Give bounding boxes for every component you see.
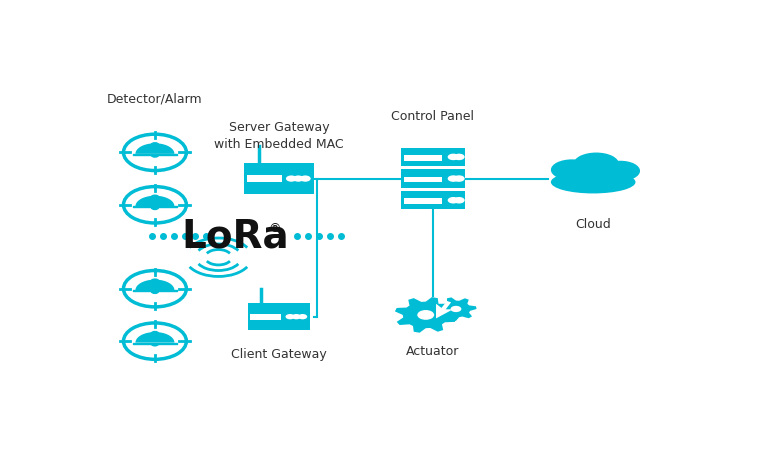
Circle shape bbox=[292, 175, 303, 182]
Ellipse shape bbox=[551, 171, 636, 193]
Text: Cloud: Cloud bbox=[576, 217, 611, 231]
Circle shape bbox=[417, 310, 434, 320]
Text: Actuator: Actuator bbox=[406, 345, 459, 358]
Text: Detector/Alarm: Detector/Alarm bbox=[107, 93, 203, 106]
Polygon shape bbox=[436, 301, 453, 318]
Text: Client Gateway: Client Gateway bbox=[231, 348, 327, 361]
Circle shape bbox=[300, 175, 310, 182]
Bar bbox=[404, 155, 442, 161]
Circle shape bbox=[453, 153, 465, 160]
Circle shape bbox=[285, 314, 295, 319]
Polygon shape bbox=[136, 143, 175, 154]
Ellipse shape bbox=[601, 161, 640, 181]
Bar bbox=[404, 177, 442, 182]
Circle shape bbox=[448, 153, 459, 160]
Bar bbox=[247, 175, 282, 182]
Circle shape bbox=[298, 314, 307, 319]
Ellipse shape bbox=[551, 159, 594, 180]
Polygon shape bbox=[436, 297, 477, 321]
Circle shape bbox=[448, 175, 459, 182]
Text: ®: ® bbox=[268, 222, 281, 235]
Circle shape bbox=[453, 175, 465, 182]
Polygon shape bbox=[395, 297, 456, 333]
Circle shape bbox=[286, 175, 297, 182]
Text: Control Panel: Control Panel bbox=[392, 110, 474, 123]
Bar bbox=[401, 169, 465, 188]
Polygon shape bbox=[136, 280, 175, 290]
Ellipse shape bbox=[573, 153, 619, 175]
Bar bbox=[404, 198, 442, 204]
FancyBboxPatch shape bbox=[247, 303, 310, 330]
Bar bbox=[401, 191, 465, 209]
Circle shape bbox=[451, 306, 462, 312]
Bar bbox=[250, 314, 282, 320]
Text: LoRa: LoRa bbox=[181, 217, 289, 255]
FancyBboxPatch shape bbox=[244, 163, 314, 194]
Circle shape bbox=[453, 197, 465, 203]
Bar bbox=[401, 148, 465, 166]
Circle shape bbox=[292, 314, 301, 319]
Polygon shape bbox=[136, 332, 175, 343]
Text: Server Gateway
with Embedded MAC: Server Gateway with Embedded MAC bbox=[214, 121, 344, 151]
Circle shape bbox=[448, 197, 459, 203]
Polygon shape bbox=[136, 196, 175, 206]
